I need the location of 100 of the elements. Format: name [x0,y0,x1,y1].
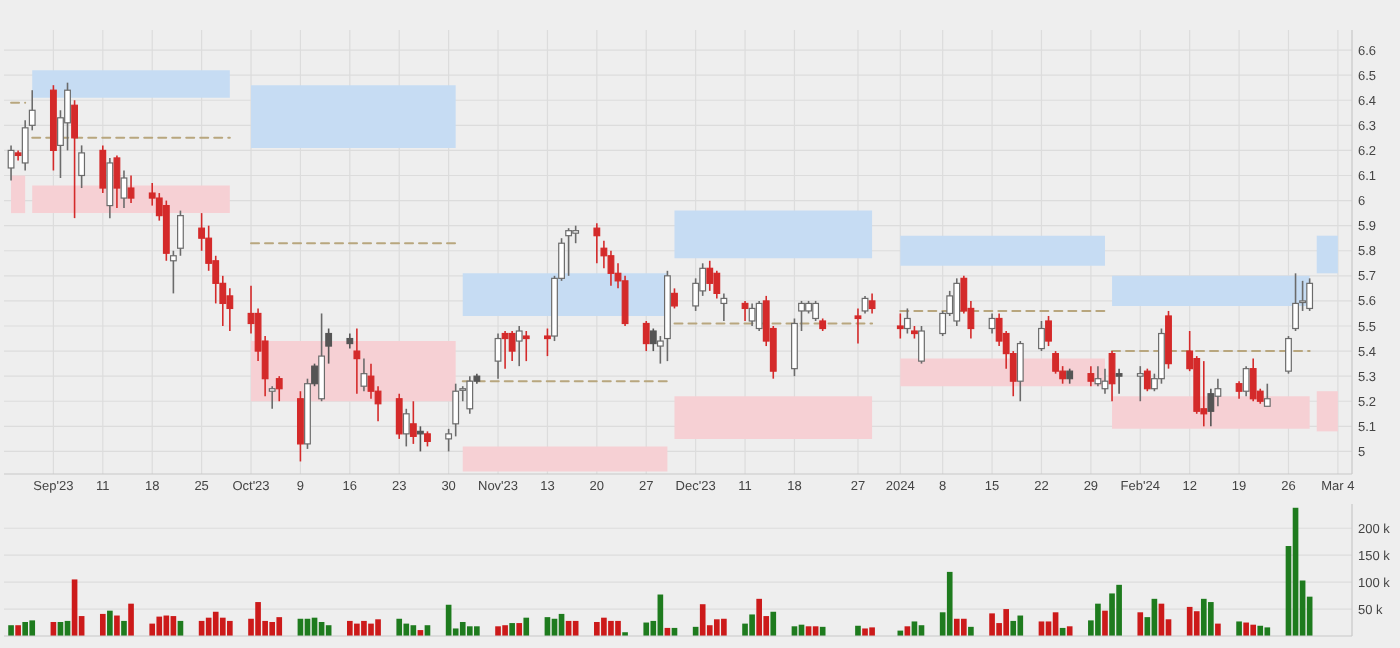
bar [608,620,614,636]
candlestick [953,277,961,327]
bar [121,620,127,636]
candlestick [71,99,78,219]
candlestick [177,209,184,257]
candlestick [360,357,368,393]
bar [1003,609,1009,636]
candlestick [508,330,516,362]
candlestick [755,300,763,332]
candlestick [402,407,410,448]
candlestick [113,154,121,209]
candlestick [494,332,502,380]
candlestick [501,330,509,370]
candlestick [162,199,170,262]
candlestick [720,292,728,322]
bar [770,611,777,636]
candlestick [812,300,820,322]
candlestick [1249,357,1257,403]
bar [819,626,826,636]
candlestick [903,307,911,335]
bar [1215,623,1221,636]
candlestick [275,375,283,403]
candlestick [1038,320,1045,352]
bar [8,625,14,636]
candlestick [671,287,678,310]
bar [459,621,466,636]
bar [219,617,226,636]
candlestick [1285,335,1292,375]
candlestick [1242,365,1250,398]
bar [396,618,403,636]
bar [862,628,868,636]
candlestick [1016,340,1024,403]
candlestick [1143,367,1151,393]
bar [276,617,283,636]
bar [946,571,953,636]
candlestick [466,375,474,415]
bar [989,613,995,636]
candlestick [78,144,86,189]
bar [713,619,720,636]
bar [1193,611,1200,636]
candlestick [854,307,862,345]
bar [1257,625,1264,636]
bar [1200,598,1207,636]
candlestick [1207,387,1215,428]
bar [1109,593,1115,636]
candlestick [741,300,749,322]
candlestick [297,390,304,463]
bar [1208,602,1214,636]
bar [1137,612,1144,636]
bar [403,623,410,636]
bar [227,620,233,636]
candlestick [1292,272,1299,332]
bar [502,625,508,636]
candlestick [1094,365,1102,387]
bar [1236,621,1242,636]
bar [643,622,650,636]
bar [99,613,106,636]
candlestick [918,325,925,365]
candlestick [1306,277,1314,312]
bar [1243,622,1249,636]
candlestick [868,292,876,315]
bar [368,623,374,636]
candlestick [1108,350,1116,403]
bar [594,621,600,636]
candlestick [353,327,361,395]
candlestick [706,259,714,292]
candlestick [1158,327,1165,385]
bar [749,614,755,636]
candlestick [565,227,573,277]
bar [1010,620,1017,636]
candlestick [409,400,417,445]
bar [15,625,21,636]
bar [269,621,276,636]
candlestick [99,144,107,194]
candlestick [1115,367,1123,395]
bar [1102,610,1108,636]
bar [1264,627,1271,636]
bar [149,623,156,636]
bar [721,618,727,636]
candlestick [607,249,615,287]
candlestick [311,362,318,387]
candlestick [1045,315,1052,347]
bar [615,620,621,636]
candlestick [544,327,551,357]
candlestick [7,144,15,182]
candlestick [522,330,530,362]
candlestick [748,302,756,327]
bar [1250,624,1257,636]
bar [495,626,501,636]
candlestick [268,385,276,410]
candlestick [127,174,135,204]
candlestick [593,222,601,265]
bar [114,615,120,636]
bar [953,618,960,636]
candlestick [988,312,996,335]
bar [699,604,706,636]
bar [29,620,36,636]
bar [347,620,353,636]
candlestick [416,425,424,453]
candlestick [896,312,904,340]
